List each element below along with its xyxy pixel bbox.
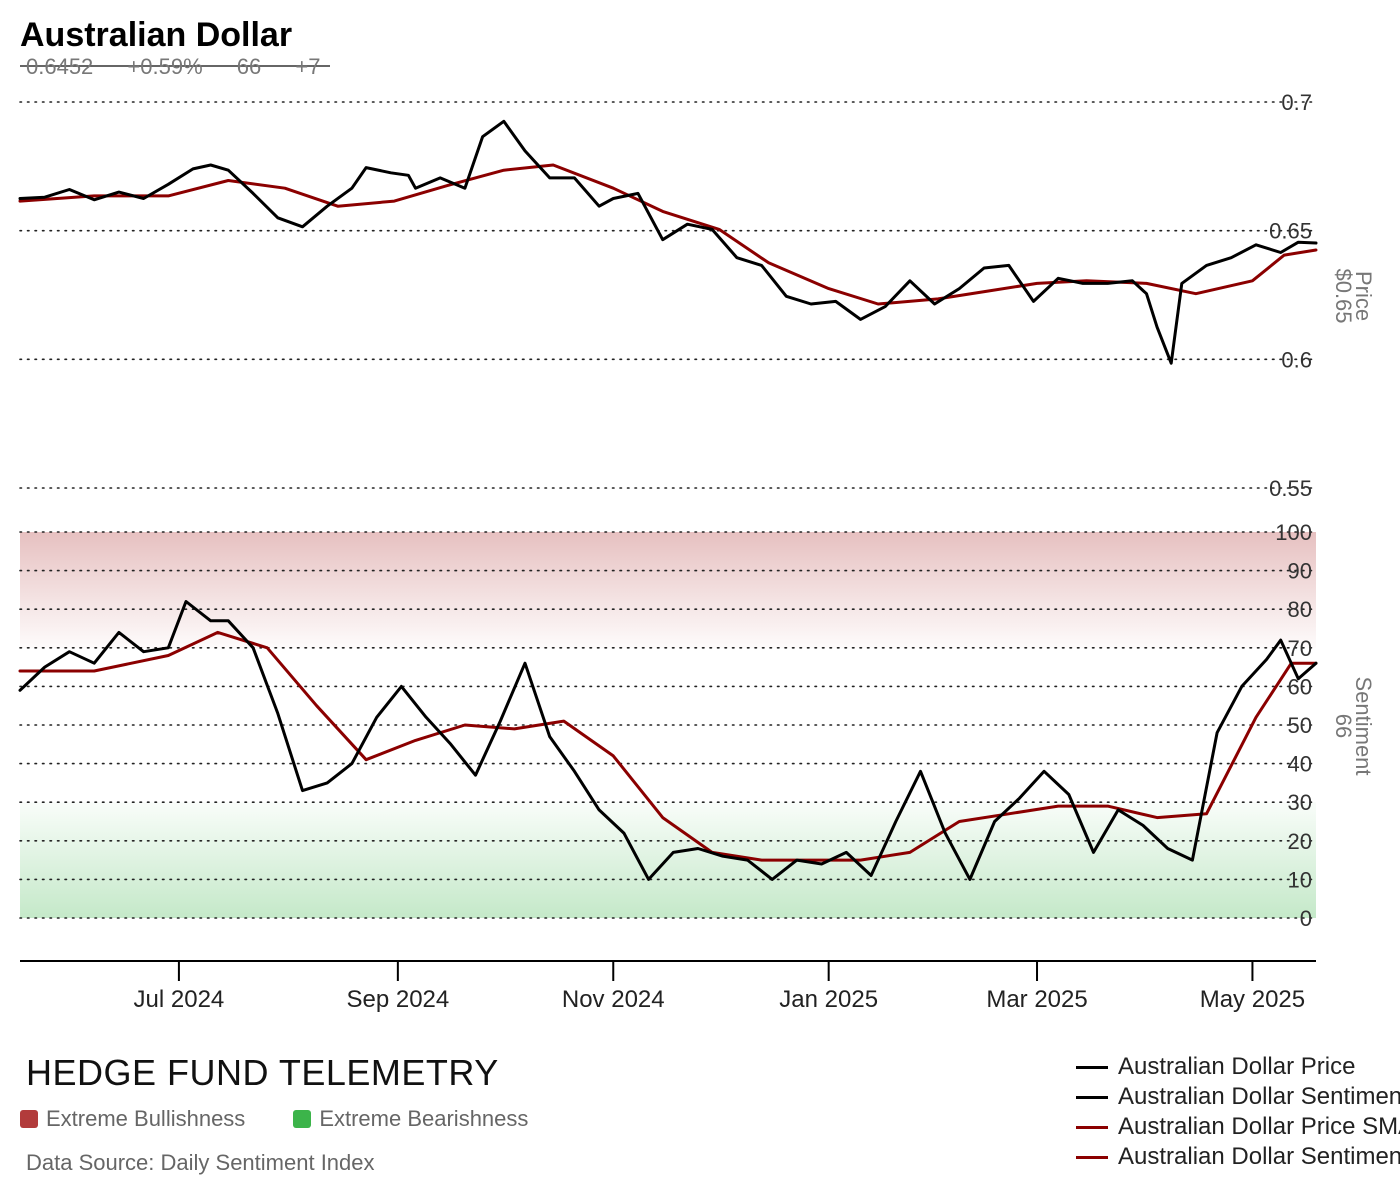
- legend-label: Australian Dollar Sentiment: [1118, 1083, 1400, 1110]
- legend-line: [1076, 1095, 1108, 1099]
- sentiment-change: +7: [295, 54, 321, 79]
- price-value: 0.6452: [26, 54, 94, 79]
- x-tick-label: Mar 2025: [986, 986, 1087, 1013]
- brand-name: HEDGE FUND TELEMETRY: [26, 1052, 499, 1093]
- bull-key: Extreme Bullishness: [20, 1106, 245, 1132]
- legend-line: [1076, 1065, 1108, 1069]
- sentiment-tick-label: 100: [1275, 520, 1312, 545]
- legend-item: Australian Dollar Sentiment: [1076, 1082, 1400, 1112]
- x-tick-label: Jan 2025: [779, 986, 878, 1013]
- legend: Australian Dollar Price Australian Dolla…: [1076, 1052, 1400, 1172]
- data-source: Data Source: Daily Sentiment Index: [26, 1150, 375, 1175]
- bull-label: Extreme Bullishness: [46, 1106, 246, 1131]
- legend-item: Australian Dollar Sentiment SMA: [1076, 1142, 1400, 1172]
- chart-title: Australian Dollar: [20, 16, 293, 54]
- sentiment-line: [18, 600, 1318, 881]
- bull-swatch: [20, 1110, 38, 1128]
- bull-zone: [20, 532, 1316, 648]
- price-tick-label: 0.55: [1269, 476, 1312, 501]
- price-axis-title: Price: [1351, 271, 1376, 321]
- bear-key: Extreme Bearishness: [293, 1106, 528, 1132]
- bear-label: Extreme Bearishness: [319, 1106, 529, 1131]
- legend-label: Australian Dollar Sentiment SMA: [1118, 1143, 1400, 1170]
- header-stats: 0.6452 +0.59% 66 +7: [26, 54, 348, 80]
- price-change: +0.59%: [127, 54, 203, 79]
- sentiment-axis-value: 66: [1331, 714, 1356, 738]
- legend-line: [1076, 1125, 1108, 1129]
- zone-key: Extreme Bullishness Extreme Bearishness: [20, 1106, 576, 1132]
- sentiment-tick-label: 70: [1288, 636, 1312, 661]
- price-axis-value: $0.65: [1331, 268, 1356, 323]
- legend-label: Australian Dollar Price SMA: [1118, 1113, 1400, 1140]
- price-sma-line: [18, 163, 1318, 306]
- legend-item: Australian Dollar Price: [1076, 1052, 1400, 1082]
- sentiment-value: 66: [236, 54, 262, 79]
- price-line: [18, 119, 1318, 365]
- sentiment-tick-label: 90: [1288, 559, 1312, 584]
- legend-line: [1076, 1155, 1108, 1159]
- sentiment-tick-label: 30: [1288, 790, 1312, 815]
- sentiment-tick-label: 80: [1288, 597, 1312, 622]
- legend-item: Australian Dollar Price SMA: [1076, 1112, 1400, 1142]
- price-tick-label: 0.6: [1281, 347, 1312, 372]
- x-tick-label: Sep 2024: [346, 986, 449, 1013]
- price-tick-label: 0.65: [1269, 219, 1312, 244]
- legend-label: Australian Dollar Price: [1118, 1053, 1356, 1080]
- sentiment-tick-label: 40: [1288, 752, 1312, 777]
- x-tick-label: May 2025: [1200, 986, 1305, 1013]
- sentiment-tick-label: 0: [1300, 906, 1312, 931]
- bear-swatch: [293, 1110, 312, 1128]
- sentiment-axis-title: Sentiment: [1351, 676, 1376, 775]
- price-tick-label: 0.7: [1281, 90, 1312, 115]
- sentiment-tick-label: 10: [1288, 867, 1312, 892]
- sentiment-tick-label: 20: [1288, 829, 1312, 854]
- x-tick-label: Nov 2024: [562, 986, 665, 1013]
- sentiment-tick-label: 50: [1288, 713, 1312, 738]
- x-tick-label: Jul 2024: [134, 986, 225, 1013]
